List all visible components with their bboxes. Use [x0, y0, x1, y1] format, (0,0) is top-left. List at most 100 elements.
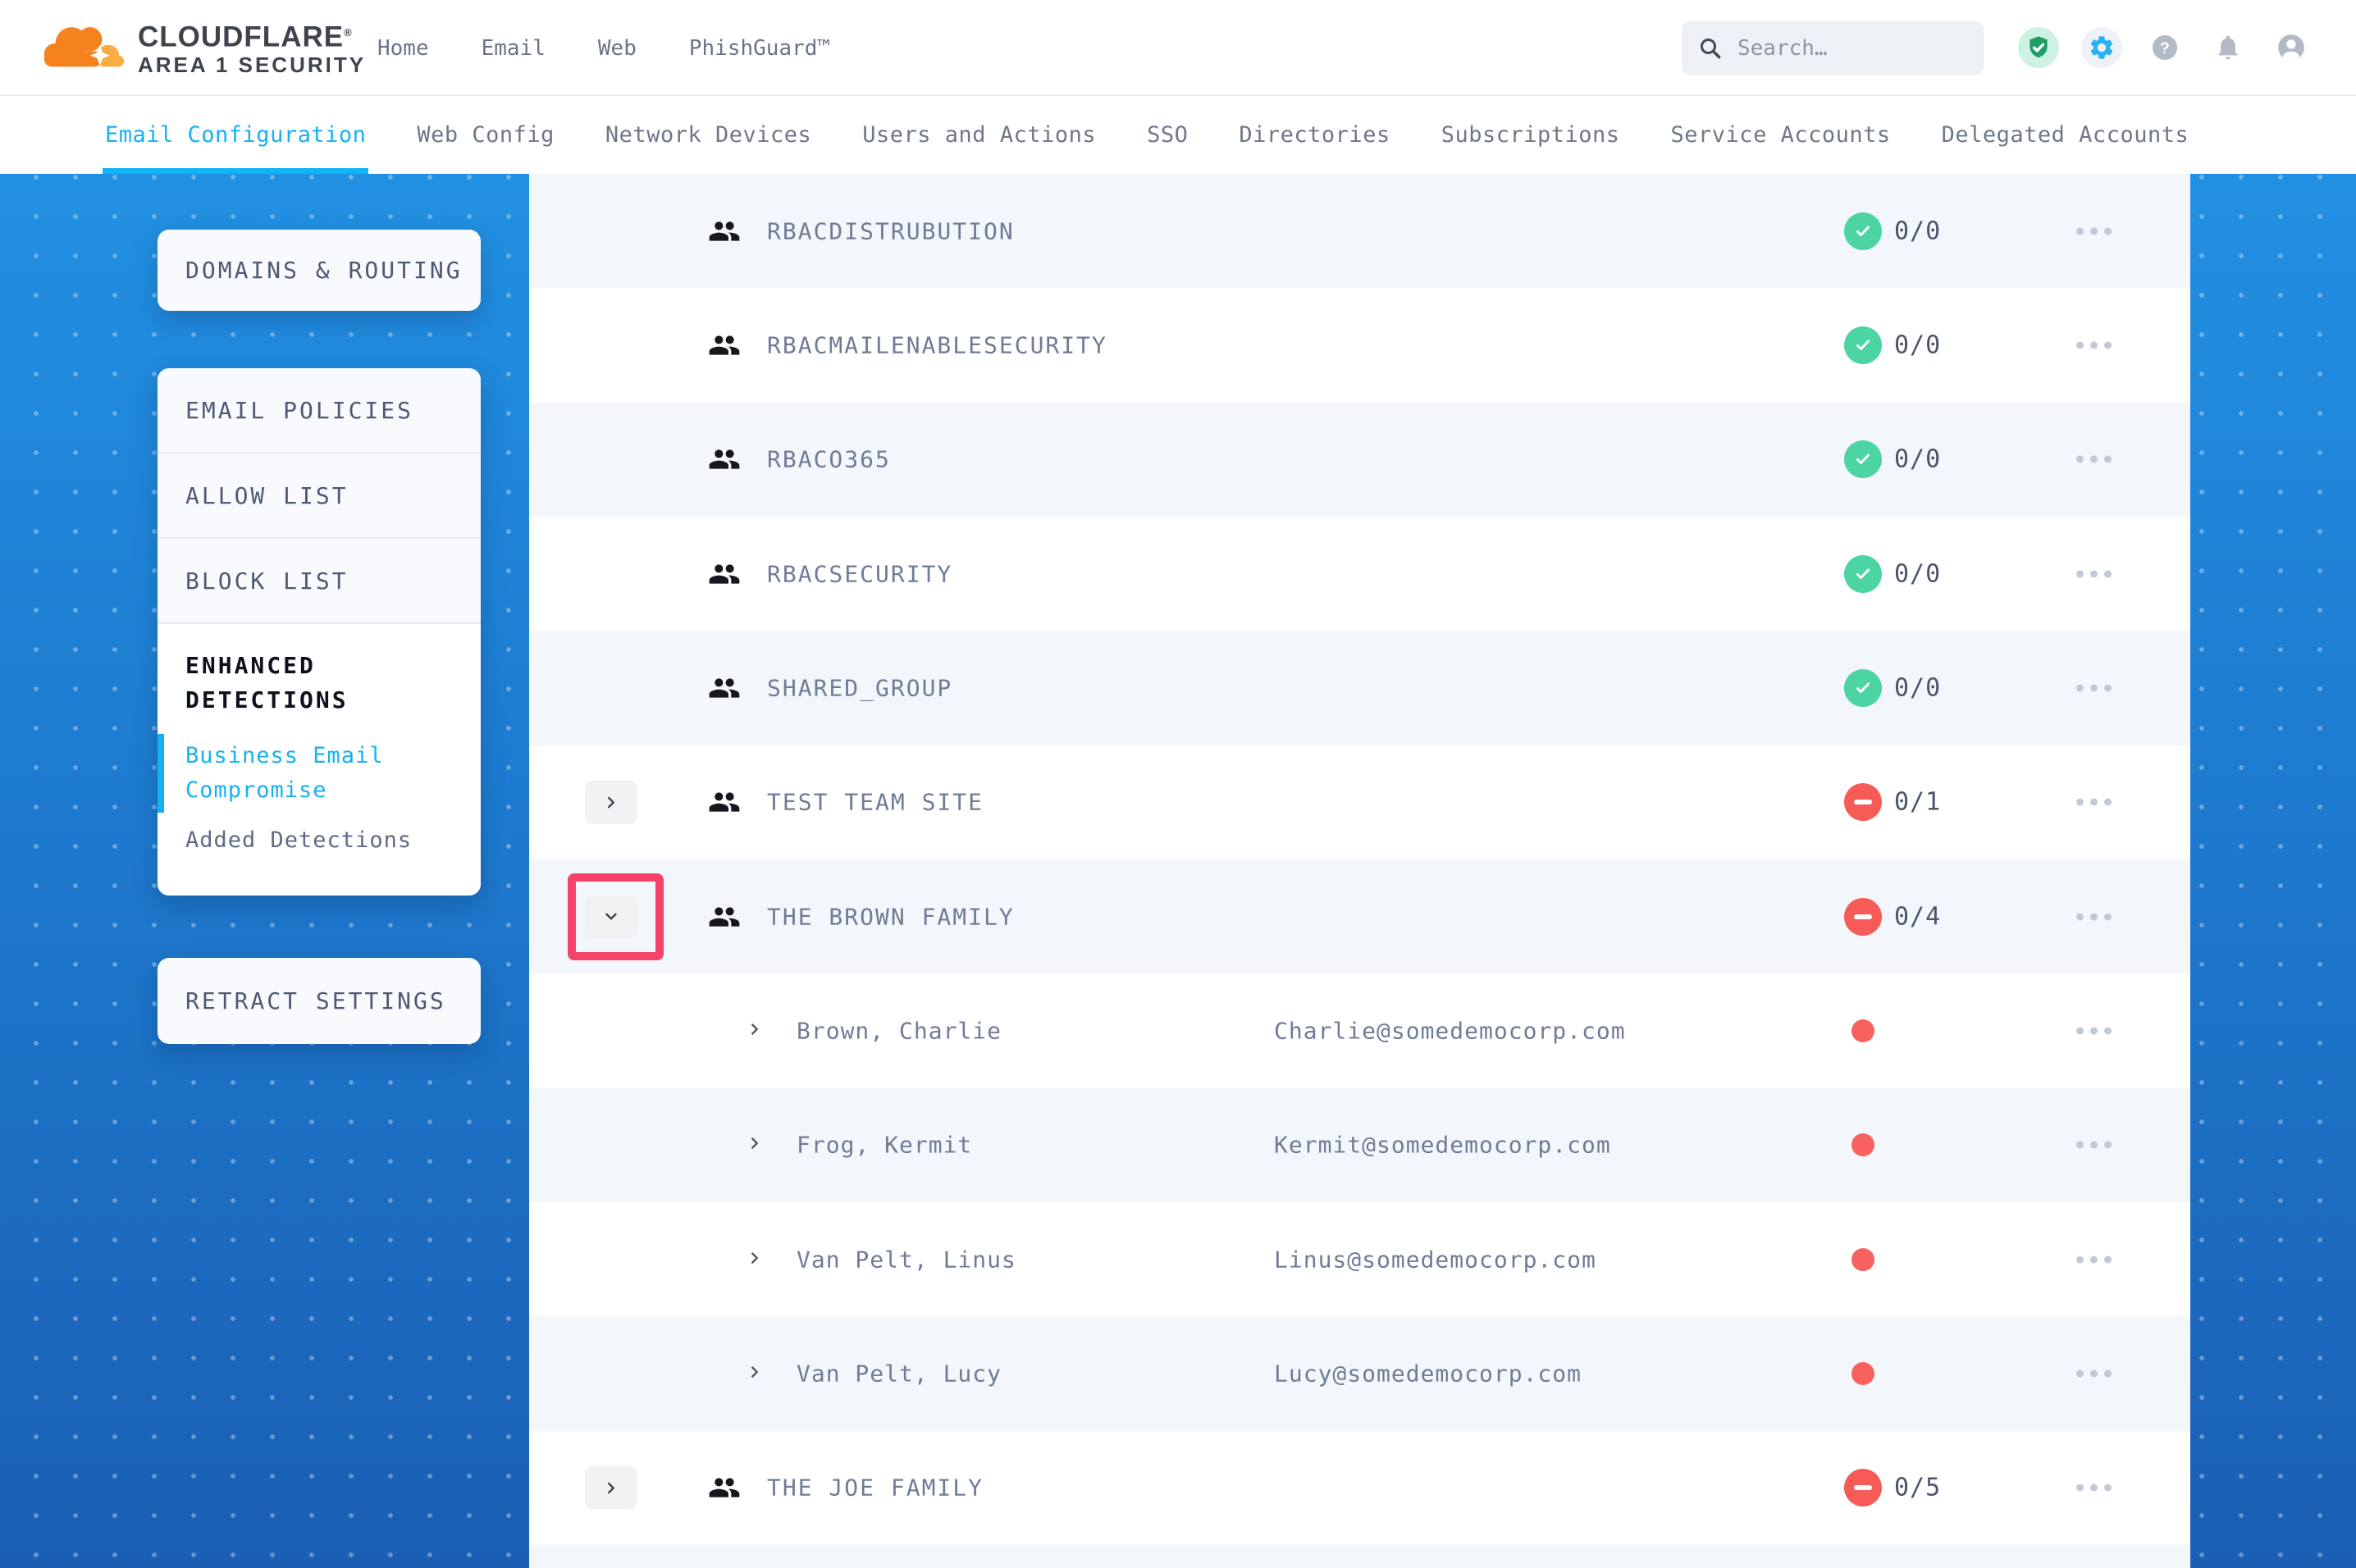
sidebar-card-domains-routing: DOMAINS & ROUTING [158, 230, 481, 311]
table-row[interactable]: Van Pelt, Lucy Lucy@somedemocorp.com [529, 1316, 2190, 1431]
member-email: Charlie@somedemocorp.com [1274, 1017, 1626, 1045]
table-row[interactable]: Brown, Charlie Charlie@somedemocorp.com [529, 973, 2190, 1088]
nav-link-web[interactable]: Web [597, 35, 637, 61]
tab-sso[interactable]: SSO [1147, 122, 1189, 148]
member-name: Brown, Charlie [797, 1017, 1002, 1045]
group-name: TEST TEAM SITE [767, 788, 984, 816]
member-name: Van Pelt, Lucy [797, 1360, 1002, 1388]
status-allowed-icon [1844, 326, 1882, 364]
member-count: 0/0 [1894, 673, 1942, 703]
member-email: Linus@somedemocorp.com [1274, 1246, 1596, 1274]
status-allowed-icon [1844, 212, 1882, 250]
member-count: 0/1 [1894, 787, 1942, 817]
status-flag-dot [1851, 1247, 1874, 1271]
row-actions-menu[interactable] [2076, 1133, 2112, 1157]
sidebar-item-block-list[interactable]: BLOCK LIST [158, 539, 481, 624]
table-row-partial [529, 1544, 2190, 1568]
row-actions-menu[interactable] [2076, 1019, 2112, 1042]
status-flag-dot [1851, 1361, 1874, 1385]
row-actions-menu[interactable] [2076, 905, 2112, 928]
member-chevron-icon[interactable] [746, 1363, 764, 1384]
row-actions-menu[interactable] [2076, 791, 2112, 814]
nav-link-phishguard-[interactable]: PhishGuard™ [688, 35, 831, 61]
group-name: THE JOE FAMILY [767, 1474, 984, 1502]
row-actions-menu[interactable] [2076, 1476, 2112, 1500]
expand-button[interactable] [585, 780, 637, 824]
row-actions-menu[interactable] [2076, 333, 2112, 357]
sidebar-item-business-email-compromise[interactable]: Business Email Compromise [158, 734, 456, 813]
collapse-button[interactable] [585, 895, 637, 939]
group-name: RBACDISTRUBUTION [767, 217, 1015, 245]
tab-web-config[interactable]: Web Config [417, 122, 555, 148]
tab-network-devices[interactable]: Network Devices [605, 122, 812, 148]
sidebar-item-allow-list[interactable]: ALLOW LIST [158, 454, 481, 539]
member-chevron-icon[interactable] [746, 1020, 764, 1042]
top-header: CLOUDFLARE® AREA 1 SECURITY Home Email Web… [0, 0, 2356, 96]
table-row[interactable]: RBACDISTRUBUTION 0/0 [529, 174, 2190, 289]
member-count: 0/5 [1894, 1473, 1942, 1502]
sidebar-card-retract: RETRACT SETTINGS [158, 958, 481, 1044]
sidebar-item-added-detections[interactable]: Added Detections [185, 827, 413, 853]
tab-delegated-accounts[interactable]: Delegated Accounts [1941, 122, 2189, 148]
status-allowed-icon [1844, 668, 1882, 707]
notifications-bell-icon[interactable] [2208, 27, 2249, 68]
cloudflare-area1-logo[interactable]: CLOUDFLARE® AREA 1 SECURITY [38, 0, 366, 96]
expand-button[interactable] [585, 1465, 637, 1510]
table-row[interactable]: Van Pelt, Linus Linus@somedemocorp.com [529, 1201, 2190, 1317]
header-icons: ? [2018, 27, 2312, 68]
groups-table: RBACDISTRUBUTION 0/0 RBACMAILENABLESECURIT… [529, 174, 2190, 1568]
table-row[interactable]: TEST TEAM SITE 0/1 [529, 745, 2190, 859]
row-actions-menu[interactable] [2076, 676, 2112, 700]
account-avatar-icon[interactable] [2271, 27, 2312, 68]
member-chevron-icon[interactable] [746, 1134, 764, 1155]
status-flag-dot [1851, 1019, 1874, 1042]
help-icon[interactable]: ? [2144, 27, 2185, 68]
member-chevron-icon[interactable] [746, 1249, 764, 1270]
member-email: Kermit@somedemocorp.com [1274, 1131, 1611, 1159]
member-count: 0/4 [1894, 902, 1942, 932]
registered-mark: ® [344, 25, 353, 39]
row-actions-menu[interactable] [2076, 562, 2112, 586]
logo-brand: CLOUDFLARE® [138, 21, 353, 53]
status-allowed-icon [1844, 440, 1882, 479]
table-row[interactable]: SHARED_GROUP 0/0 [529, 631, 2190, 745]
tab-subscriptions[interactable]: Subscriptions [1441, 122, 1620, 148]
row-actions-menu[interactable] [2076, 219, 2112, 243]
status-flag-dot [1851, 1133, 1874, 1157]
search-box[interactable] [1682, 21, 1984, 75]
table-row[interactable]: Frog, Kermit Kermit@somedemocorp.com [529, 1087, 2190, 1202]
settings-gear-icon[interactable] [2081, 27, 2122, 68]
sidebar-item-retract-settings[interactable]: RETRACT SETTINGS [185, 987, 446, 1014]
group-icon [708, 329, 741, 362]
table-row[interactable]: RBACMAILENABLESECURITY 0/0 [529, 288, 2190, 403]
status-blocked-icon [1844, 783, 1882, 822]
tab-email-configuration[interactable]: Email Configuration [102, 96, 369, 174]
security-shield-icon[interactable] [2018, 27, 2059, 68]
tab-directories[interactable]: Directories [1239, 122, 1390, 148]
group-icon [708, 1471, 741, 1504]
group-name: RBACO365 [767, 445, 891, 473]
group-icon [708, 443, 741, 476]
nav-link-email[interactable]: Email [481, 35, 546, 61]
search-input[interactable] [1737, 36, 1967, 61]
sidebar-item-domains-routing[interactable]: DOMAINS & ROUTING [185, 257, 463, 284]
group-name: RBACSECURITY [767, 560, 953, 588]
table-row[interactable]: THE BROWN FAMILY 0/4 [529, 859, 2190, 974]
tab-users-and-actions[interactable]: Users and Actions [862, 122, 1097, 148]
group-icon [708, 672, 741, 704]
row-actions-menu[interactable] [2076, 448, 2112, 472]
tab-service-accounts[interactable]: Service Accounts [1670, 122, 1891, 148]
table-row[interactable]: RBACO365 0/0 [529, 402, 2190, 517]
sidebar-item-email-policies[interactable]: EMAIL POLICIES [158, 368, 481, 454]
row-actions-menu[interactable] [2076, 1247, 2112, 1271]
group-icon [708, 900, 741, 933]
member-count: 0/0 [1894, 559, 1942, 589]
table-row[interactable]: RBACSECURITY 0/0 [529, 516, 2190, 631]
status-allowed-icon [1844, 554, 1882, 593]
nav-link-home[interactable]: Home [377, 35, 429, 61]
content-background: DOMAINS & ROUTING EMAIL POLICIES ALLOW L… [0, 174, 2356, 1568]
row-actions-menu[interactable] [2076, 1361, 2112, 1385]
sidebar-section-enhanced-detections: ENHANCED DETECTIONS Business Email Compr… [158, 624, 481, 896]
table-row[interactable]: THE JOE FAMILY 0/5 [529, 1430, 2190, 1545]
